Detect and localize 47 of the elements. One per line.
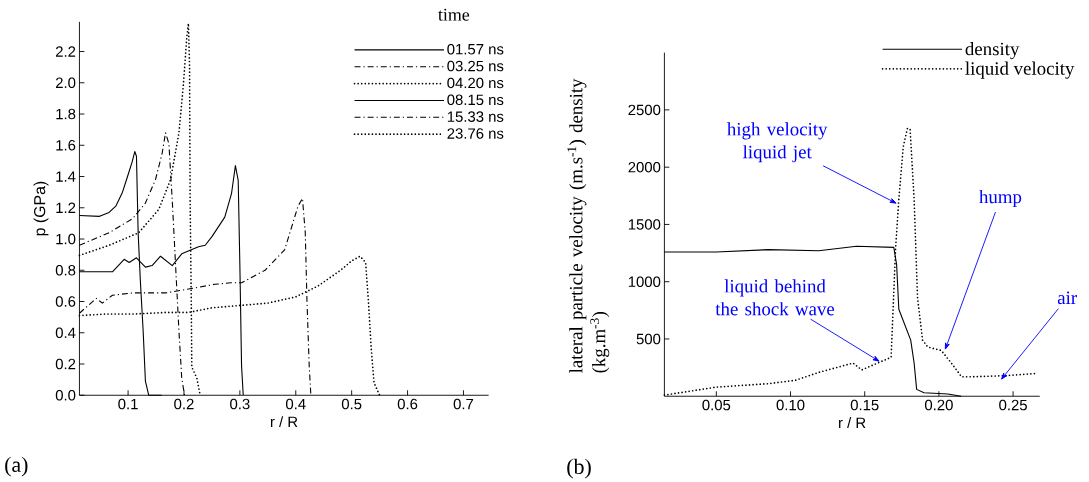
x-tick-label: 0.5	[341, 398, 362, 410]
x-tick-label: 0.6	[397, 398, 418, 410]
legend-title: time	[438, 8, 470, 21]
y-tick-label: 0.2	[55, 358, 76, 370]
y-axis-title: p (GPa)	[33, 181, 49, 236]
y-tick-label: 0.6	[55, 296, 76, 307]
annotation: hump	[979, 190, 1022, 208]
x-tick-label: 0.10	[776, 399, 805, 411]
annotation: liquid behind the shock wave	[715, 279, 835, 316]
x-tick-label: 0.7	[453, 398, 474, 410]
y-tick-label: 1.4	[56, 171, 76, 182]
text: 04.20 ns	[447, 77, 504, 89]
x-tick-label: 0.15	[850, 399, 879, 411]
text: 01.57 ns	[447, 44, 504, 55]
x-tick-label: 0.2	[174, 398, 194, 410]
y-tick-label: 1.6	[56, 140, 76, 151]
y-tick-label: 0.8	[55, 265, 76, 276]
legend-label: density	[965, 42, 1020, 60]
y-tick-label: 0.0	[55, 390, 76, 401]
x-tick-label: 0.3	[230, 398, 250, 410]
x-axis-title: r / R	[270, 416, 298, 428]
text: 08.15 ns	[447, 94, 504, 106]
text: (b)	[567, 458, 591, 479]
y-tick-label: 500	[636, 333, 661, 345]
legend-label: liquid velocity	[965, 61, 1075, 79]
y-tick-label: 1500	[628, 219, 661, 230]
y-tick-label: 2000	[628, 162, 661, 173]
x-axis-title: r / R	[839, 417, 866, 429]
y-tick-label: 1000	[628, 276, 661, 288]
x-tick-label: 0.4	[285, 398, 306, 410]
y-tick-label: 2.0	[55, 77, 76, 89]
x-tick-label: 0.05	[702, 399, 731, 411]
annotation: air	[1057, 291, 1077, 305]
x-tick-label: 0.25	[999, 399, 1027, 411]
x-tick-label: 0.20	[924, 399, 953, 411]
y-tick-label: 1.2	[56, 202, 76, 214]
text: (a)	[5, 456, 28, 477]
y-tick-label: 2500	[628, 104, 661, 116]
text: 23.76 ns	[447, 128, 504, 139]
y-tick-label: 1.0	[56, 233, 76, 245]
x-tick-label: 0.1	[118, 398, 138, 410]
y-tick-label: 0.4	[55, 327, 76, 339]
y-tick-label: 2.2	[55, 46, 76, 57]
y-tick-label: 1.8	[56, 108, 76, 120]
annotation: high velocity liquid jet	[727, 122, 828, 163]
text: 15.33 ns	[447, 111, 504, 123]
text: 03.25 ns	[447, 60, 504, 72]
